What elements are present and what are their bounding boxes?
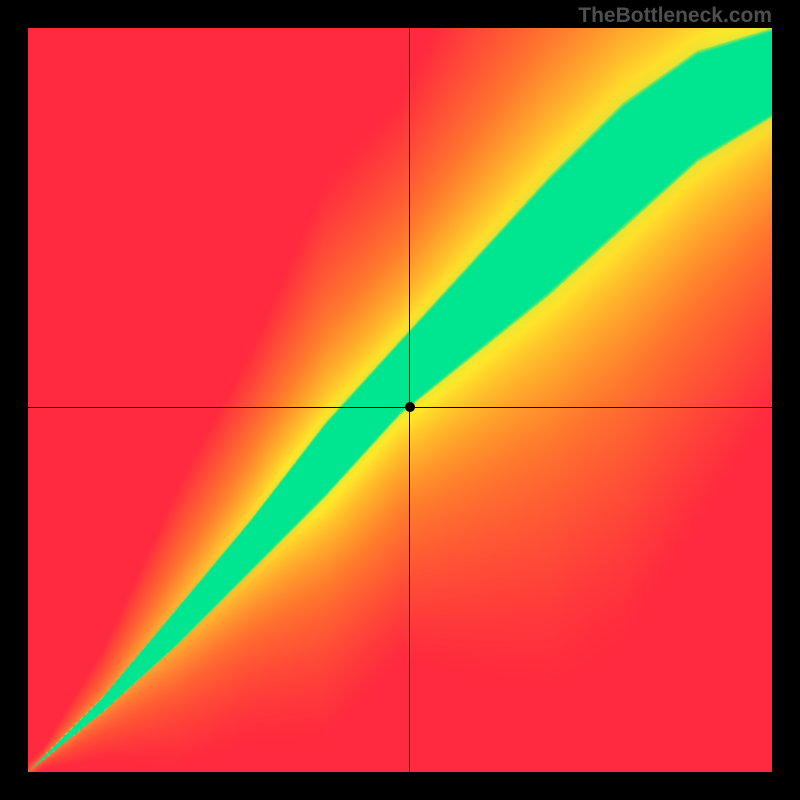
- chart-area: [28, 28, 772, 772]
- crosshair-vertical: [409, 28, 410, 772]
- crosshair-horizontal: [28, 407, 772, 408]
- chart-container: TheBottleneck.com: [0, 0, 800, 800]
- heatmap-canvas: [28, 28, 772, 772]
- watermark-text: TheBottleneck.com: [578, 4, 772, 28]
- crosshair-marker: [405, 402, 415, 412]
